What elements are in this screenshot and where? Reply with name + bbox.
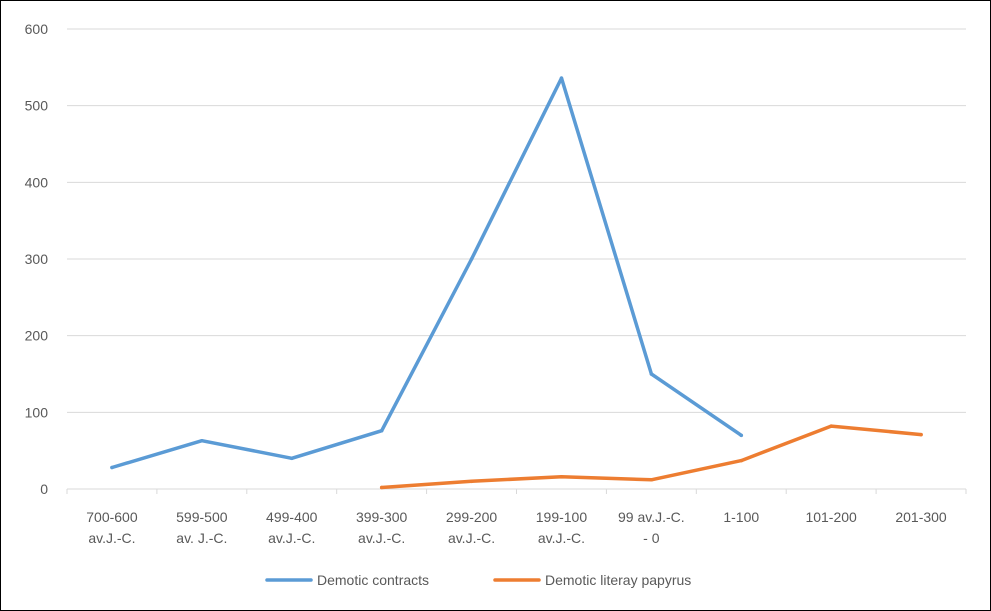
y-axis-tick-labels: 0 100 200 300 400 500 600	[25, 21, 49, 497]
x-axis-tick-labels: 700-600 av.J.-C. 599-500 av. J.-C. 499-400 av…	[86, 509, 947, 546]
data-point	[200, 438, 204, 443]
legend-label-demotic-contracts: Demotic contracts	[317, 572, 429, 588]
data-point	[110, 465, 114, 470]
data-point	[559, 76, 564, 80]
data-point	[919, 432, 923, 437]
data-point	[379, 485, 384, 490]
x-tick-label: - 0	[643, 530, 660, 546]
data-point	[469, 257, 474, 261]
x-tick-label: 599-500	[176, 509, 228, 525]
x-tick-label: 299-200	[446, 509, 498, 525]
data-point	[739, 458, 743, 463]
legend-label-demotic-literay-papyrus: Demotic literay papyrus	[545, 572, 691, 588]
data-point	[739, 433, 743, 438]
y-tick-label: 500	[25, 98, 49, 114]
x-tick-label: av. J.-C.	[176, 530, 227, 546]
x-tick-label: 1-100	[723, 509, 759, 525]
y-tick-label: 0	[40, 481, 48, 497]
series-lines	[110, 76, 923, 490]
x-tick-label: 101-200	[805, 509, 857, 525]
x-tick-label: 201-300	[895, 509, 947, 525]
x-tick-label: av.J.-C.	[268, 530, 315, 546]
x-tick-label: 99 av.J.-C.	[618, 509, 685, 525]
data-point	[559, 474, 564, 479]
data-point	[649, 372, 654, 376]
x-axis	[66, 488, 967, 494]
data-point	[649, 478, 654, 482]
x-tick-label: 499-400	[266, 509, 318, 525]
x-tick-label: av.J.-C.	[538, 530, 585, 546]
y-tick-label: 400	[25, 174, 49, 190]
y-tick-label: 200	[25, 328, 49, 344]
data-point	[469, 479, 474, 484]
x-tick-label: av.J.-C.	[358, 530, 405, 546]
x-tick-label: av.J.-C.	[88, 530, 135, 546]
series-line-demotic-contracts	[110, 76, 744, 470]
y-tick-label: 100	[25, 404, 49, 420]
x-tick-label: 199-100	[536, 509, 588, 525]
y-tick-label: 300	[25, 251, 49, 267]
x-tick-label: av.J.-C.	[448, 530, 495, 546]
data-point	[829, 424, 833, 428]
x-tick-label: 700-600	[86, 509, 138, 525]
data-point	[379, 428, 384, 433]
y-tick-label: 600	[25, 21, 49, 37]
legend: Demotic contracts Demotic literay papyru…	[265, 572, 691, 588]
data-point	[290, 456, 294, 461]
gridlines	[67, 28, 966, 413]
x-tick-label: 399-300	[356, 509, 408, 525]
